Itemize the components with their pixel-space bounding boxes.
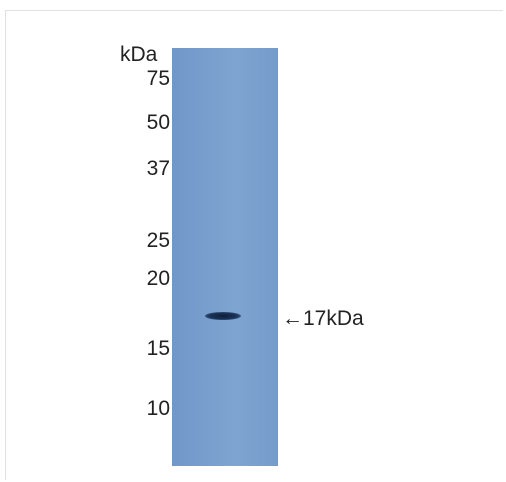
western-blot-lane [172,48,278,466]
protein-band [205,312,241,320]
marker-label-37: 37 [146,157,170,180]
marker-label-10: 10 [146,397,170,420]
marker-label-15: 15 [146,337,170,360]
marker-label-20: 20 [146,267,170,290]
marker-label-25: 25 [146,229,170,252]
unit-label: kDa [120,43,158,66]
marker-label-75: 75 [146,67,170,90]
band-annotation: ←17kDa [282,307,364,330]
image-frame [5,10,503,480]
marker-label-50: 50 [146,111,170,134]
